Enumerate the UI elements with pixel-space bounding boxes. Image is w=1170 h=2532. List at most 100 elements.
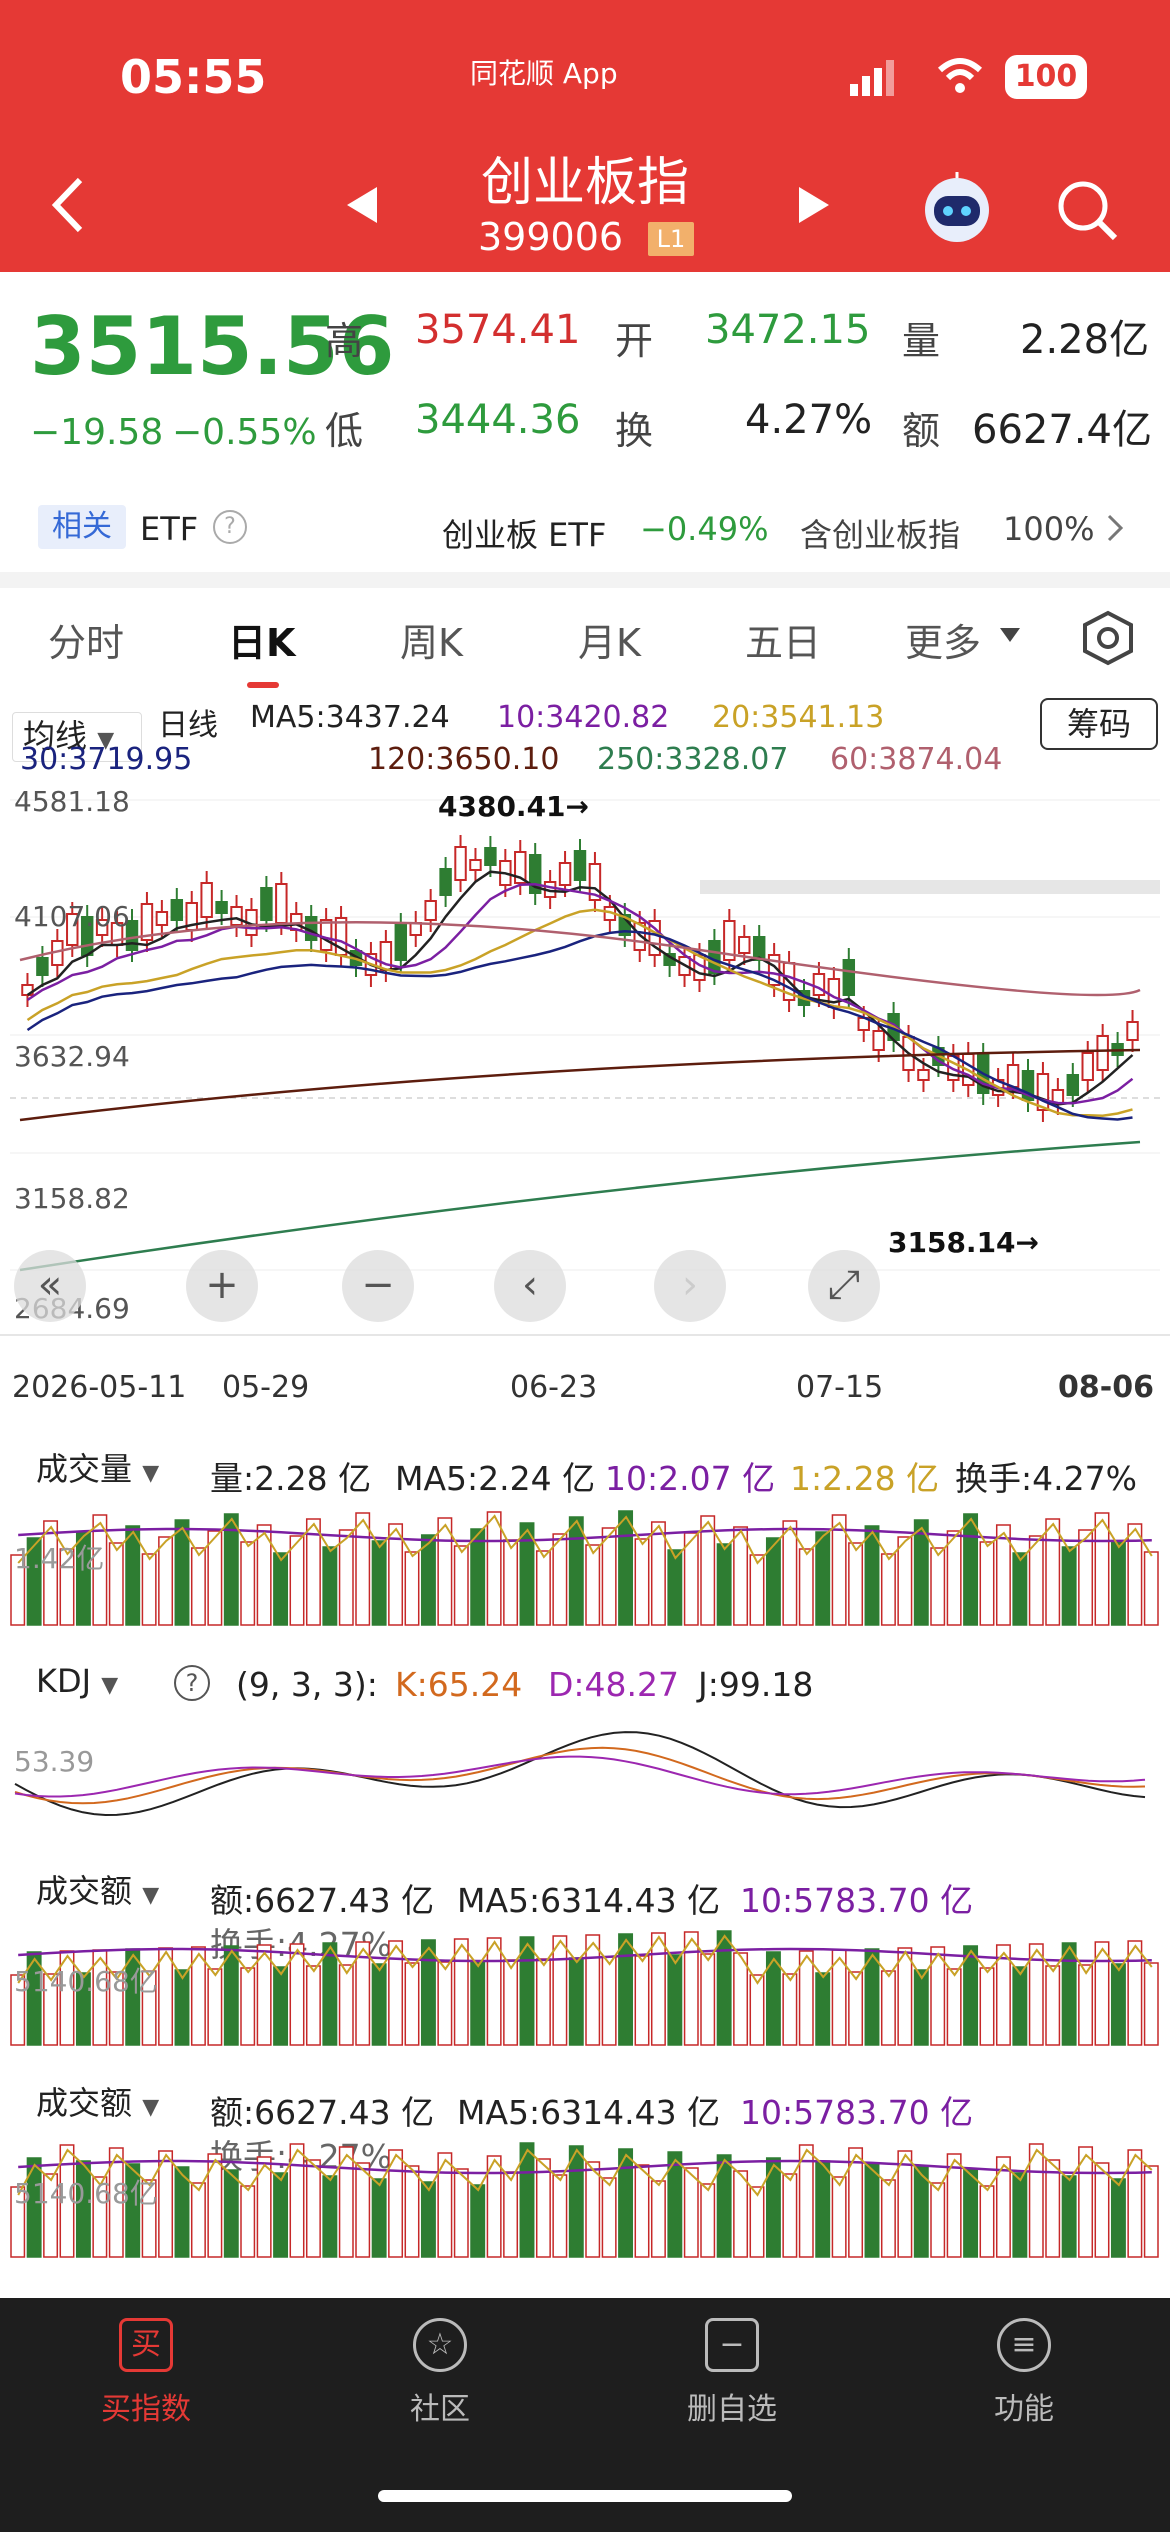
volume-bar — [1094, 2162, 1110, 2258]
volume-bar — [388, 1940, 404, 2046]
ma-dropdown[interactable]: 均线 ▼ — [12, 712, 142, 762]
menu-icon: ≡ — [997, 2318, 1051, 2372]
next-stock-icon[interactable] — [797, 185, 831, 225]
volume-bar — [437, 2152, 453, 2258]
volume-bar — [765, 2157, 781, 2258]
volume-bar — [913, 1519, 929, 1626]
candle — [454, 846, 467, 881]
tab-more[interactable]: 更多 — [905, 621, 982, 665]
kdj-help-icon[interactable]: ? — [174, 1665, 210, 1701]
fullscreen-button[interactable]: ⤢ — [808, 1250, 880, 1322]
volume-bar — [519, 1936, 535, 2046]
volume-value: 2.28亿 — [1020, 317, 1150, 363]
volume-bar — [831, 1514, 847, 1626]
volume-bar — [108, 1542, 124, 1626]
search-icon[interactable] — [1055, 178, 1119, 242]
related-etf-label[interactable]: ETF — [140, 510, 199, 548]
chip-distribution-button[interactable]: 筹码 — [1040, 698, 1158, 750]
amount-ma10: 10:5783.70 亿 — [740, 1881, 974, 1920]
zoom-in-button[interactable]: + — [186, 1250, 258, 1322]
nav-label: 买指数 — [101, 2392, 191, 2427]
volume-bar — [946, 1968, 962, 2046]
tab-intraday[interactable]: 分时 — [48, 621, 125, 665]
tab-monthly-k[interactable]: 月K — [578, 621, 641, 665]
tab-five-day[interactable]: 五日 — [745, 621, 822, 665]
volume-bar — [930, 1946, 946, 2046]
settings-hexagon-icon[interactable] — [1080, 610, 1136, 666]
ma5-line — [17, 1934, 1153, 1985]
chevron-right-icon[interactable] — [1105, 512, 1125, 544]
scroll-right-button[interactable]: › — [654, 1250, 726, 1322]
volume-bar — [256, 2156, 272, 2258]
volume-bar — [815, 1531, 831, 1626]
volume-bar — [552, 1533, 568, 1626]
battery-indicator: 100 — [1005, 55, 1087, 99]
volume-bar — [831, 2176, 847, 2258]
nav-remove-watchlist[interactable]: − 删自选 — [662, 2318, 802, 2428]
amount-chart[interactable] — [0, 1920, 1170, 2050]
volume-bar — [486, 2155, 502, 2258]
back-icon[interactable] — [48, 175, 88, 235]
ma5-value: MA5:3437.24 — [250, 700, 450, 735]
volume-bar — [453, 1938, 469, 2046]
scroll-left-button[interactable]: ‹ — [494, 1250, 566, 1322]
candle — [469, 859, 482, 871]
zoom-out-button[interactable]: − — [342, 1250, 414, 1322]
volume-dropdown[interactable]: 成交量 ▼ — [12, 1446, 190, 1496]
volume-bar — [453, 2168, 469, 2258]
nav-buy-index[interactable]: 买 买指数 — [76, 2318, 216, 2428]
volume-bar — [946, 2153, 962, 2258]
volume-bar — [470, 1528, 486, 1626]
community-icon: ☆ — [413, 2318, 467, 2372]
volume-bar — [273, 1966, 289, 2046]
amount-chart[interactable] — [0, 2132, 1170, 2262]
prev-stock-icon[interactable] — [345, 185, 379, 225]
volume-bar — [864, 2163, 880, 2258]
shade-band — [700, 880, 1160, 894]
volume-bar — [338, 2146, 354, 2258]
kline-chart[interactable] — [0, 780, 1170, 1340]
x-axis-label: 06-23 — [510, 1370, 598, 1405]
volume-bar — [289, 1943, 305, 2046]
candle — [439, 868, 452, 896]
amount-dropdown[interactable]: 成交额 ▼ — [12, 1868, 190, 1918]
scroll-left-fast-button[interactable]: « — [14, 1250, 86, 1322]
nav-functions[interactable]: ≡ 功能 — [954, 2318, 1094, 2428]
nav-label: 删自选 — [687, 2392, 777, 2427]
nav-community[interactable]: ☆ 社区 — [370, 2318, 510, 2428]
volume-bar — [1028, 1535, 1044, 1626]
candle — [1006, 1064, 1020, 1088]
candle — [1126, 1021, 1139, 1041]
volume-bar — [1094, 1512, 1110, 1626]
ma60-line — [19, 921, 1141, 997]
ma250-line — [19, 1140, 1141, 1272]
ma5-line — [17, 1514, 1153, 1565]
candle — [484, 847, 497, 866]
related-fund-name[interactable]: 创业板 ETF — [442, 516, 607, 554]
volume-bar — [585, 2161, 601, 2258]
volume-bar — [1045, 2159, 1061, 2258]
volume-bar — [305, 1518, 321, 1626]
volume-bar — [108, 1971, 124, 2046]
volume-bar — [92, 2176, 108, 2258]
ma250-value: 250:3328.07 — [597, 742, 789, 777]
volume-bar — [108, 2147, 124, 2258]
etf-help-icon[interactable]: ? — [213, 510, 247, 544]
kdj-chart[interactable] — [0, 1710, 1170, 1840]
candle — [140, 903, 154, 941]
amount-dropdown[interactable]: 成交额 ▼ — [12, 2080, 190, 2130]
volume-bar — [125, 1525, 141, 1626]
volume-bar — [650, 2180, 666, 2258]
volume-bar — [749, 1554, 765, 1626]
kdj-dropdown[interactable]: KDJ ▼ — [12, 1658, 152, 1708]
tab-daily-k[interactable]: 日K — [228, 621, 296, 665]
volume-bar — [355, 2162, 371, 2258]
volume-chart[interactable] — [0, 1500, 1170, 1630]
ma10-line — [18, 1947, 1152, 1963]
ma10-line — [26, 883, 1134, 1105]
volume-bar — [930, 1547, 946, 1626]
robot-assistant-icon[interactable] — [920, 170, 994, 244]
nav-label: 功能 — [994, 2392, 1054, 2427]
volume-bar — [683, 2167, 699, 2258]
tab-weekly-k[interactable]: 周K — [400, 621, 463, 665]
